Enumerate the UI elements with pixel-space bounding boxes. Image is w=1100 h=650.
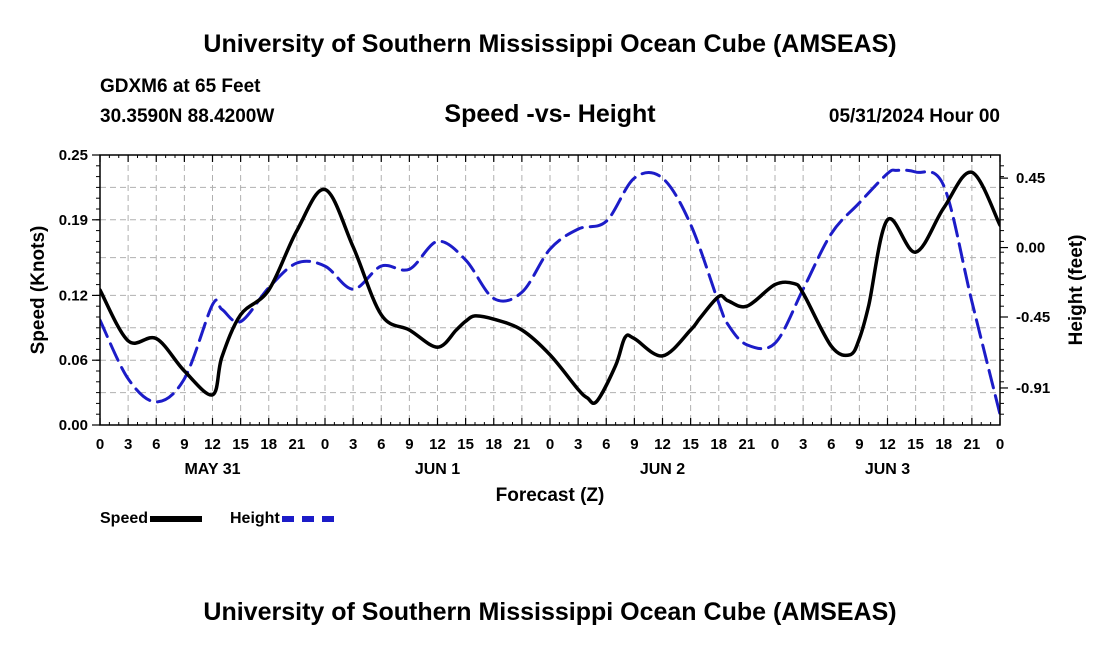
y-right-tick-label: 0.00 bbox=[1016, 240, 1045, 257]
x-tick-label: 15 bbox=[232, 436, 249, 453]
y-left-tick-label: 0.19 bbox=[59, 212, 88, 229]
x-tick-label: 9 bbox=[630, 436, 638, 453]
legend-height-swatch bbox=[281, 516, 334, 522]
x-tick-label: 0 bbox=[996, 436, 1004, 453]
x-tick-label: 15 bbox=[682, 436, 699, 453]
x-tick-label: 12 bbox=[204, 436, 221, 453]
x-tick-label: 18 bbox=[485, 436, 502, 453]
x-tick-label: 18 bbox=[935, 436, 952, 453]
forecast-datetime: 05/31/2024 Hour 00 bbox=[828, 106, 1000, 127]
x-tick-label: 3 bbox=[349, 436, 357, 453]
chart-subtitle: Speed -vs- Height bbox=[444, 100, 656, 128]
x-tick-label: 18 bbox=[260, 436, 277, 453]
x-tick-label: 0 bbox=[546, 436, 554, 453]
x-tick-label: 21 bbox=[739, 436, 756, 453]
x-tick-label: 3 bbox=[574, 436, 582, 453]
height-series-line bbox=[100, 168, 1000, 416]
x-tick-label: 0 bbox=[321, 436, 329, 453]
day-label: MAY 31 bbox=[184, 461, 240, 478]
y-right-tick-label: -0.45 bbox=[1016, 309, 1050, 326]
x-tick-label: 3 bbox=[124, 436, 132, 453]
y-left-tick-label: 0.00 bbox=[59, 417, 88, 434]
legend-height-label: Height bbox=[230, 510, 280, 527]
x-tick-label: 12 bbox=[429, 436, 446, 453]
chart-title: University of Southern Mississippi Ocean… bbox=[203, 30, 897, 58]
day-label: JUN 2 bbox=[640, 461, 685, 478]
x-tick-label: 15 bbox=[457, 436, 474, 453]
axis-labels: 0 3 6 9 12 15 18 21 0 3 6 9 12 15 18 21 0 3 6 9 12 15 18 21 0 3 6 9… bbox=[28, 147, 1087, 506]
x-tick-label: 12 bbox=[879, 436, 896, 453]
legend-speed: Speed bbox=[100, 510, 203, 528]
legend-height: Height bbox=[230, 510, 334, 528]
x-tick-label: 12 bbox=[654, 436, 671, 453]
y-left-tick-label: 0.25 bbox=[59, 147, 88, 164]
x-tick-label: 0 bbox=[96, 436, 104, 453]
x-tick-label: 9 bbox=[855, 436, 863, 453]
x-tick-label: 6 bbox=[602, 436, 610, 453]
y-right-tick-label: -0.91 bbox=[1016, 380, 1050, 397]
y-right-axis-title: Height (feet) bbox=[1066, 235, 1087, 346]
x-tick-label: 6 bbox=[152, 436, 160, 453]
legend-speed-swatch bbox=[150, 516, 203, 522]
x-tick-label: 6 bbox=[377, 436, 385, 453]
x-tick-label: 3 bbox=[799, 436, 807, 453]
speed-series-line bbox=[100, 170, 1000, 405]
x-tick-label: 6 bbox=[827, 436, 835, 453]
day-label: JUN 3 bbox=[865, 461, 910, 478]
y-left-tick-label: 0.12 bbox=[59, 287, 88, 304]
x-tick-label: 21 bbox=[289, 436, 306, 453]
x-tick-label: 18 bbox=[710, 436, 727, 453]
day-label: JUN 1 bbox=[415, 461, 460, 478]
x-tick-label: 21 bbox=[964, 436, 981, 453]
footer-title: University of Southern Mississippi Ocean… bbox=[203, 598, 897, 626]
y-left-tick-label: 0.06 bbox=[59, 352, 88, 369]
x-tick-label: 15 bbox=[907, 436, 924, 453]
x-axis-title: Forecast (Z) bbox=[496, 485, 605, 506]
x-tick-label: 9 bbox=[180, 436, 188, 453]
axis-ticks bbox=[92, 154, 1008, 426]
coordinates-label: 30.3590N 88.4200W bbox=[100, 106, 275, 127]
x-tick-label: 0 bbox=[771, 436, 779, 453]
y-left-axis-title: Speed (Knots) bbox=[28, 226, 49, 355]
station-label: GDXM6 at 65 Feet bbox=[100, 76, 261, 97]
y-right-tick-label: 0.45 bbox=[1016, 170, 1045, 187]
legend-speed-label: Speed bbox=[100, 510, 149, 527]
x-tick-label: 9 bbox=[405, 436, 413, 453]
x-tick-label: 21 bbox=[514, 436, 531, 453]
series-layer bbox=[100, 168, 1000, 416]
